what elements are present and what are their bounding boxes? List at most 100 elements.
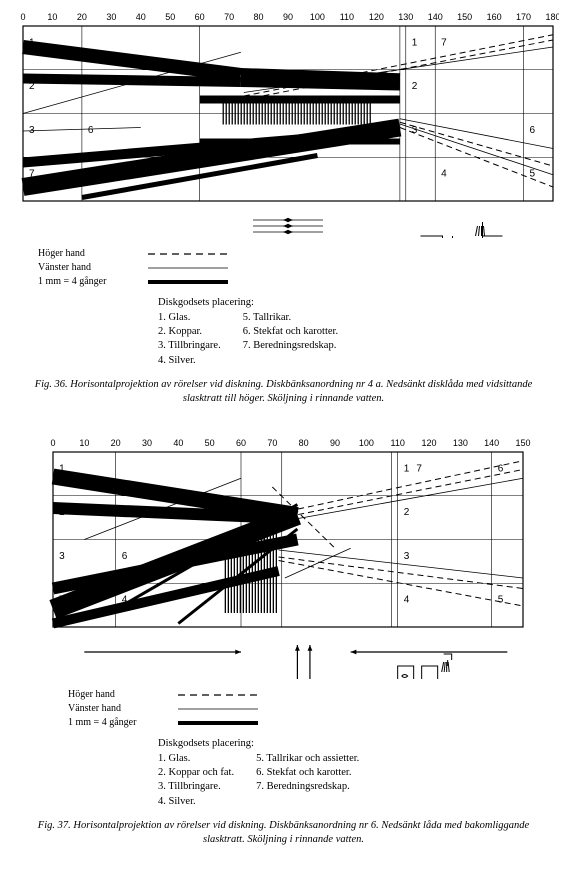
svg-text:160: 160 <box>487 12 502 22</box>
svg-text:6: 6 <box>122 551 128 562</box>
legend-label: 1 mm = 4 gånger <box>68 717 178 728</box>
placering-item: 5. Tallrikar. <box>243 311 338 325</box>
svg-text:2: 2 <box>404 507 410 518</box>
legend-row: Höger hand <box>38 248 559 259</box>
placering-item: 1. Glas. <box>158 311 221 325</box>
svg-text:60: 60 <box>236 438 246 448</box>
legend-row: Vänster hand <box>38 262 559 273</box>
legend-sample-thick <box>148 278 228 286</box>
svg-text:5: 5 <box>530 169 536 180</box>
svg-text:2: 2 <box>412 81 418 92</box>
svg-text:50: 50 <box>205 438 215 448</box>
placering-item: 7. Beredningsredskap. <box>243 339 338 353</box>
placering-col: 5. Tallrikar. 6. Stekfat och karotter. 7… <box>243 311 338 368</box>
fig36-placering: Diskgodsets placering: 1. Glas. 2. Koppa… <box>158 297 559 368</box>
placering-item: 4. Silver. <box>158 795 234 809</box>
placering-title: Diskgodsets placering: <box>158 738 559 749</box>
svg-text:0: 0 <box>20 12 25 22</box>
svg-text:7: 7 <box>416 463 422 474</box>
placering-col: 5. Tallrikar och assietter. 6. Stekfat o… <box>256 752 359 809</box>
svg-text:70: 70 <box>267 438 277 448</box>
svg-text:6: 6 <box>498 463 504 474</box>
legend-label: Höger hand <box>38 248 148 259</box>
legend-label: Höger hand <box>68 689 178 700</box>
svg-text:3: 3 <box>404 551 410 562</box>
svg-text:1: 1 <box>412 37 418 48</box>
placering-col: 1. Glas. 2. Koppar och fat. 3. Tillbring… <box>158 752 234 809</box>
svg-text:50: 50 <box>165 12 175 22</box>
placering-item: 5. Tallrikar och assietter. <box>256 752 359 766</box>
svg-text:150: 150 <box>457 12 472 22</box>
legend-row: 1 mm = 4 gånger <box>38 276 559 287</box>
svg-text:130: 130 <box>398 12 413 22</box>
svg-text:20: 20 <box>111 438 121 448</box>
fig36-chart: 0 10 20 30 40 50 60 70 80 90 100 110 120 130 140 150 160… <box>8 8 559 238</box>
fig36-caption: Fig. 36. Horisontalprojektion av rörelse… <box>8 378 559 406</box>
legend-label: Vänster hand <box>38 262 148 273</box>
svg-text:140: 140 <box>484 438 499 448</box>
svg-text:30: 30 <box>106 12 116 22</box>
svg-text:6: 6 <box>530 125 536 136</box>
svg-text:150: 150 <box>515 438 530 448</box>
svg-text:140: 140 <box>428 12 443 22</box>
legend-row: Vänster hand <box>68 703 559 714</box>
svg-text:110: 110 <box>340 12 354 22</box>
legend-row: 1 mm = 4 gånger <box>68 717 559 728</box>
legend-sample-dash <box>148 250 228 258</box>
svg-text:40: 40 <box>136 12 146 22</box>
svg-text:3: 3 <box>29 125 35 136</box>
svg-text:90: 90 <box>283 12 293 22</box>
placering-item: 2. Koppar. <box>158 325 221 339</box>
svg-text:4: 4 <box>404 595 410 606</box>
svg-text:10: 10 <box>47 12 57 22</box>
svg-text:6: 6 <box>88 125 94 136</box>
placering-item: 6. Stekfat och karotter. <box>256 766 359 780</box>
svg-text:20: 20 <box>77 12 87 22</box>
svg-text:100: 100 <box>310 12 325 22</box>
svg-text:3: 3 <box>59 551 65 562</box>
svg-text:90: 90 <box>330 438 340 448</box>
legend-sample-thin <box>178 705 258 713</box>
svg-text:10: 10 <box>79 438 89 448</box>
figure-36: 0 10 20 30 40 50 60 70 80 90 100 110 120 130 140 150 160… <box>8 8 559 406</box>
placering-item: 4. Silver. <box>158 354 221 368</box>
legend-row: Höger hand <box>68 689 559 700</box>
svg-text:30: 30 <box>142 438 152 448</box>
svg-text:40: 40 <box>173 438 183 448</box>
svg-text:80: 80 <box>254 12 264 22</box>
legend-sample-thin <box>148 264 228 272</box>
svg-text:7: 7 <box>441 37 447 48</box>
svg-text:100: 100 <box>359 438 374 448</box>
svg-text:120: 120 <box>369 12 384 22</box>
svg-text:5: 5 <box>498 595 504 606</box>
legend-label: 1 mm = 4 gånger <box>38 276 148 287</box>
figure-37: 0 10 20 30 40 50 60 70 80 90 100 110 120 130 140 150 1 2 3… <box>8 434 559 847</box>
legend-sample-dash <box>178 691 258 699</box>
placering-item: 6. Stekfat och karotter. <box>243 325 338 339</box>
fig37-chart: 0 10 20 30 40 50 60 70 80 90 100 110 120 130 140 150 1 2 3… <box>8 434 559 679</box>
svg-text:60: 60 <box>195 12 205 22</box>
placering-col: 1. Glas. 2. Koppar. 3. Tillbringare. 4. … <box>158 311 221 368</box>
fig37-placering: Diskgodsets placering: 1. Glas. 2. Koppa… <box>158 738 559 809</box>
legend-sample-thick <box>178 719 258 727</box>
svg-text:130: 130 <box>453 438 468 448</box>
svg-text:170: 170 <box>516 12 531 22</box>
placering-item: 1. Glas. <box>158 752 234 766</box>
fig37-legend: Höger hand Vänster hand 1 mm = 4 gånger <box>68 689 559 728</box>
fig36-legend: Höger hand Vänster hand 1 mm = 4 gånger <box>38 248 559 287</box>
placering-item: 3. Tillbringare. <box>158 339 221 353</box>
svg-text:4: 4 <box>441 169 447 180</box>
placering-item: 2. Koppar och fat. <box>158 766 234 780</box>
legend-label: Vänster hand <box>68 703 178 714</box>
svg-text:80: 80 <box>299 438 309 448</box>
svg-text:0: 0 <box>50 438 55 448</box>
svg-text:180: 180 <box>545 12 559 22</box>
placering-item: 3. Tillbringare. <box>158 780 234 794</box>
svg-text:1: 1 <box>404 463 410 474</box>
svg-text:120: 120 <box>421 438 436 448</box>
svg-text:110: 110 <box>390 438 404 448</box>
placering-title: Diskgodsets placering: <box>158 297 559 308</box>
svg-text:70: 70 <box>224 12 234 22</box>
fig37-caption: Fig. 37. Horisontalprojektion av rörelse… <box>8 819 559 847</box>
placering-item: 7. Beredningsredskap. <box>256 780 359 794</box>
